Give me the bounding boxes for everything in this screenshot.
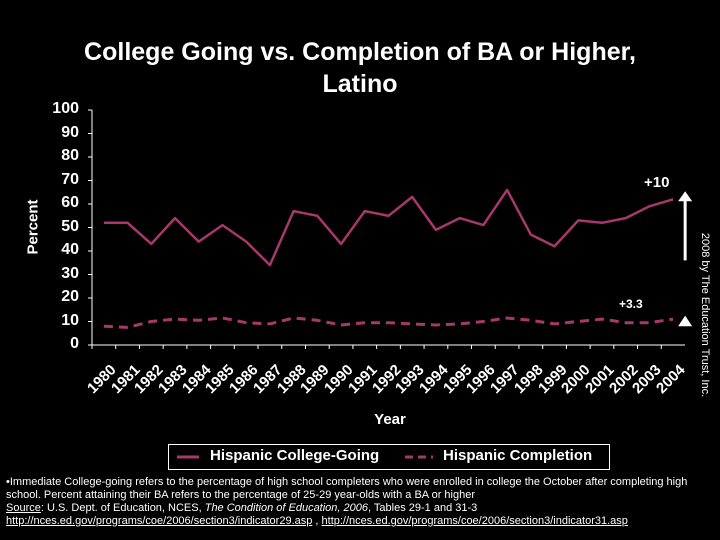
source-link-indicator29[interactable]: http://nces.ed.gov/programs/coe/2006/sec… [6,515,313,527]
annotation-completion-gain: +3.3 [619,297,643,311]
chart-title: College Going vs. Completion of BA or Hi… [0,36,720,100]
y-tick-label: 60 [61,194,79,211]
legend-label-college-going: Hispanic College-Going [210,447,380,464]
series-line-college-going [103,188,674,267]
annotation-college-going-gain: +10 [644,174,670,191]
y-tick-label: 10 [61,311,79,329]
arrow-college-going-head [678,191,693,202]
series-line-completion [103,316,674,329]
arrow-completion-head [678,315,693,327]
chart-title-line-2: Latino [322,70,398,98]
footnote-text: •Immediate College-going refers to the p… [6,476,688,501]
y-tick-label: 50 [61,217,79,235]
y-tick-label: 70 [61,170,79,188]
y-tick-label: 100 [52,100,79,117]
y-tick-label: 20 [61,288,79,305]
chart-title-line-1: College Going vs. Completion of BA or Hi… [84,38,636,66]
source-text: : U.S. Dept. of Education, NCES, [40,502,205,514]
y-tick-label: 90 [61,123,79,141]
source-publication: The Condition of Education, 2006 [204,502,368,514]
source-tables: , Tables 29-1 and 31-3 [368,502,478,514]
x-axis-label: Year [374,411,406,428]
footnote: •Immediate College-going refers to the p… [6,476,706,528]
link-separator: , [312,515,322,527]
y-tick-label: 0 [70,335,79,352]
y-tick-label: 80 [61,147,79,164]
y-tick-label: 40 [61,241,79,258]
source-label: Source [6,502,41,514]
copyright-credit: 2008 by The Education Trust, Inc. [699,232,711,398]
y-tick-label: 30 [61,264,79,282]
chart-legend: Hispanic College-Going Hispanic Completi… [168,444,610,470]
legend-label-completion: Hispanic Completion [443,447,593,464]
source-link-indicator31[interactable]: http://nces.ed.gov/programs/coe/2006/sec… [321,515,628,527]
